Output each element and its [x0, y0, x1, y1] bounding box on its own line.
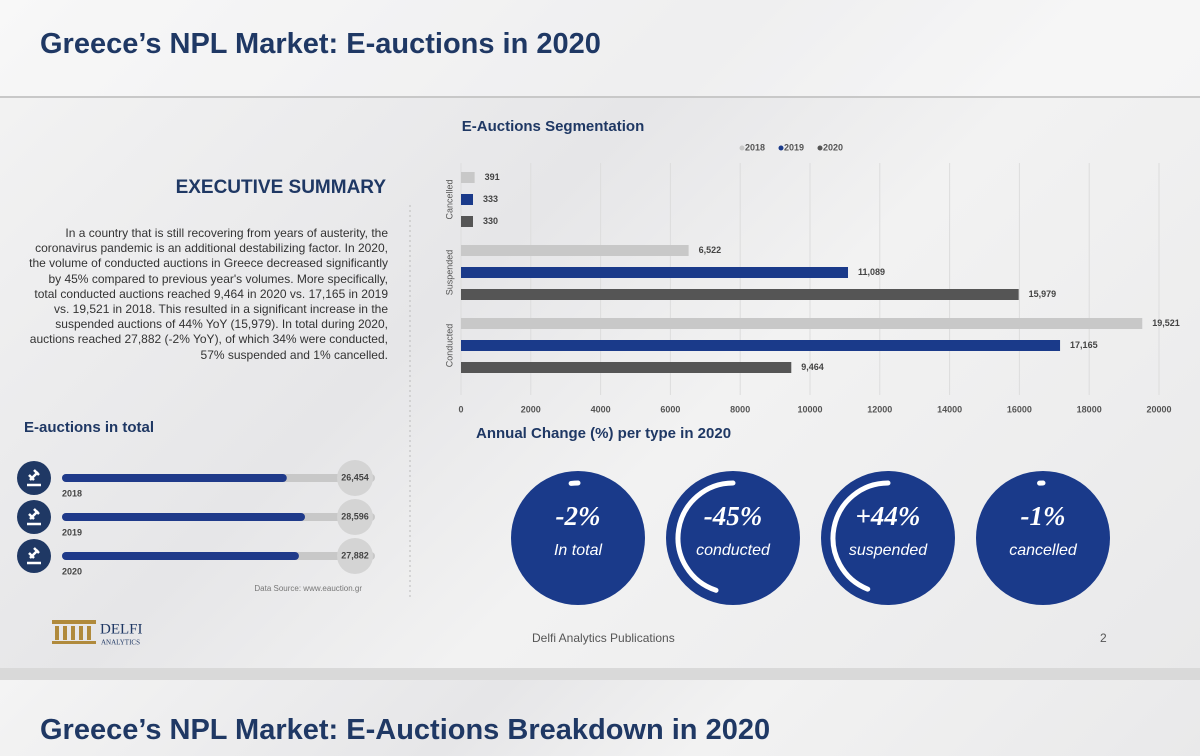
bar [461, 172, 475, 183]
y-category-label: Conducted [444, 324, 454, 368]
gavel-glyph [27, 469, 41, 487]
gavel-icon [17, 461, 51, 495]
bar [461, 194, 473, 205]
bar-value-label: 17,165 [1070, 340, 1098, 350]
bar-value-label: 333 [483, 194, 498, 204]
total-value-label: 28,596 [341, 511, 369, 521]
change-arc [675, 480, 736, 593]
change-value: +44% [856, 501, 921, 531]
bar-value-label: 391 [485, 172, 500, 182]
total-year: 2018 [62, 488, 82, 498]
annual-change-title: Annual Change (%) per type in 2020 [476, 425, 732, 442]
total-value-label: 27,882 [341, 550, 369, 560]
change-circle [666, 471, 800, 605]
change-arc [830, 480, 891, 592]
gavel-glyph [27, 508, 41, 526]
y-category-label: Suspended [444, 250, 454, 296]
x-tick-label: 8000 [730, 404, 750, 414]
bar [461, 318, 1143, 329]
totals-title: E-auctions in total [24, 419, 155, 436]
change-value: -45% [704, 501, 762, 531]
total-bar [62, 552, 299, 560]
header-band [0, 0, 1200, 98]
total-value-badge [337, 460, 373, 496]
total-year: 2020 [62, 566, 82, 576]
x-tick-label: 0 [458, 404, 463, 414]
bar-value-label: 330 [483, 216, 498, 226]
bar [461, 267, 849, 278]
x-tick-label: 4000 [591, 404, 611, 414]
page-number: 2 [1100, 631, 1107, 645]
bar-value-label: 11,089 [858, 267, 885, 277]
legend-label: 2020 [823, 142, 843, 152]
gavel-glyph [27, 547, 41, 565]
total-year: 2019 [62, 527, 82, 537]
change-label: In total [554, 542, 602, 559]
chart-title: E-Auctions Segmentation [462, 118, 645, 135]
total-bar [62, 513, 305, 521]
change-circle [511, 471, 645, 605]
next-slide-title: Greece’s NPL Market: E-Auctions Breakdow… [40, 714, 771, 746]
gavel-icon [17, 539, 51, 573]
bar-value-label: 9,464 [801, 362, 824, 372]
logo-subtext: ANALYTICS [101, 639, 140, 647]
total-value-badge [337, 538, 373, 574]
change-value: -1% [1021, 501, 1066, 531]
x-tick-label: 14000 [937, 404, 962, 414]
logo [52, 620, 96, 644]
slide-title: Greece’s NPL Market: E-auctions in 2020 [40, 28, 601, 60]
summary-heading: EXECUTIVE SUMMARY [175, 177, 386, 198]
total-bar [62, 474, 287, 482]
summary-text: In a country that is still recovering fr… [29, 226, 388, 362]
x-tick-label: 6000 [660, 404, 680, 414]
change-label: suspended [849, 542, 928, 559]
bar [461, 245, 689, 256]
x-tick-label: 10000 [797, 404, 822, 414]
data-source: Data Source: www.eauction.gr [254, 584, 362, 593]
change-value: -2% [556, 501, 601, 531]
change-label: cancelled [1009, 542, 1078, 559]
bar-value-label: 19,521 [1152, 318, 1180, 328]
next-slide: Greece’s NPL Market: E-Auctions Breakdow… [0, 680, 1200, 756]
total-value-label: 26,454 [341, 472, 369, 482]
change-circle [976, 471, 1110, 605]
x-tick-label: 12000 [867, 404, 892, 414]
legend-label: 2018 [745, 142, 765, 152]
change-circle [821, 471, 955, 605]
total-value-badge [337, 499, 373, 535]
legend-marker [778, 145, 784, 151]
legend-marker [817, 145, 823, 151]
gavel-icon [17, 500, 51, 534]
bar [461, 289, 1019, 300]
bar-value-label: 6,522 [699, 245, 722, 255]
logo-text: DELFI [100, 621, 143, 637]
bar [461, 216, 473, 227]
legend-label: 2019 [784, 142, 804, 152]
x-tick-label: 20000 [1146, 404, 1171, 414]
bar-value-label: 15,979 [1029, 289, 1057, 299]
chart: E-Auctions Segmentation DELFI ANALYTICS … [17, 118, 1180, 647]
x-tick-label: 16000 [1007, 404, 1032, 414]
legend-marker [739, 145, 745, 151]
bar [461, 362, 792, 373]
publisher: Delfi Analytics Publications [532, 631, 675, 645]
bar [461, 340, 1061, 351]
x-tick-label: 18000 [1077, 404, 1102, 414]
x-tick-label: 2000 [521, 404, 541, 414]
y-category-label: Cancelled [444, 179, 454, 219]
change-label: conducted [696, 542, 771, 559]
